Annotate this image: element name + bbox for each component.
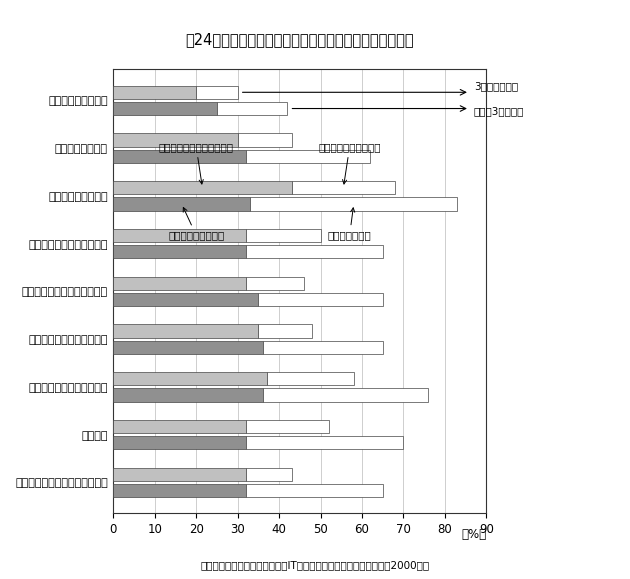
Bar (113, 324, 258, 338)
Bar (196, 86, 238, 99)
Bar (113, 149, 246, 163)
Bar (258, 293, 383, 306)
Bar (113, 372, 266, 386)
Text: 重要性がやや高まる: 重要性がやや高まる (168, 207, 224, 240)
Text: 資料出所　日本労働研究機構「IT活用企業についての実態調査」（2000年）: 資料出所 日本労働研究機構「IT活用企業についての実態調査」（2000年） (200, 560, 430, 570)
Bar (113, 277, 246, 290)
Bar (263, 389, 428, 402)
Bar (246, 436, 403, 449)
Text: （%）: （%） (461, 528, 486, 541)
Text: 重要性が高まっている: 重要性が高まっている (318, 142, 381, 184)
Bar (246, 245, 383, 258)
Bar (113, 420, 246, 433)
Bar (250, 197, 457, 211)
Bar (246, 484, 383, 497)
Bar (246, 468, 292, 481)
Bar (258, 324, 312, 338)
Text: 重要性がやや高まっている: 重要性がやや高まっている (159, 142, 234, 184)
Bar (113, 293, 258, 306)
Bar (113, 436, 246, 449)
Bar (113, 86, 196, 99)
Bar (113, 468, 246, 481)
Text: 今後（3年程度）: 今後（3年程度） (474, 106, 524, 116)
Bar (113, 197, 250, 211)
Bar (113, 340, 263, 354)
Title: 第24図　　情報化による中間管理職の職務や役割の変化: 第24図 情報化による中間管理職の職務や役割の変化 (186, 32, 414, 47)
Bar (113, 245, 246, 258)
Bar (113, 389, 263, 402)
Bar (246, 149, 370, 163)
Bar (263, 340, 383, 354)
Bar (113, 102, 217, 115)
Text: 3年前から現在: 3年前から現在 (474, 82, 518, 91)
Bar (246, 277, 304, 290)
Bar (238, 133, 292, 146)
Text: 重要性が高まる: 重要性が高まる (328, 208, 372, 240)
Bar (113, 133, 238, 146)
Bar (266, 372, 353, 386)
Bar (217, 102, 287, 115)
Bar (246, 229, 321, 242)
Bar (246, 420, 329, 433)
Bar (113, 181, 292, 195)
Bar (113, 484, 246, 497)
Bar (292, 181, 395, 195)
Bar (113, 229, 246, 242)
